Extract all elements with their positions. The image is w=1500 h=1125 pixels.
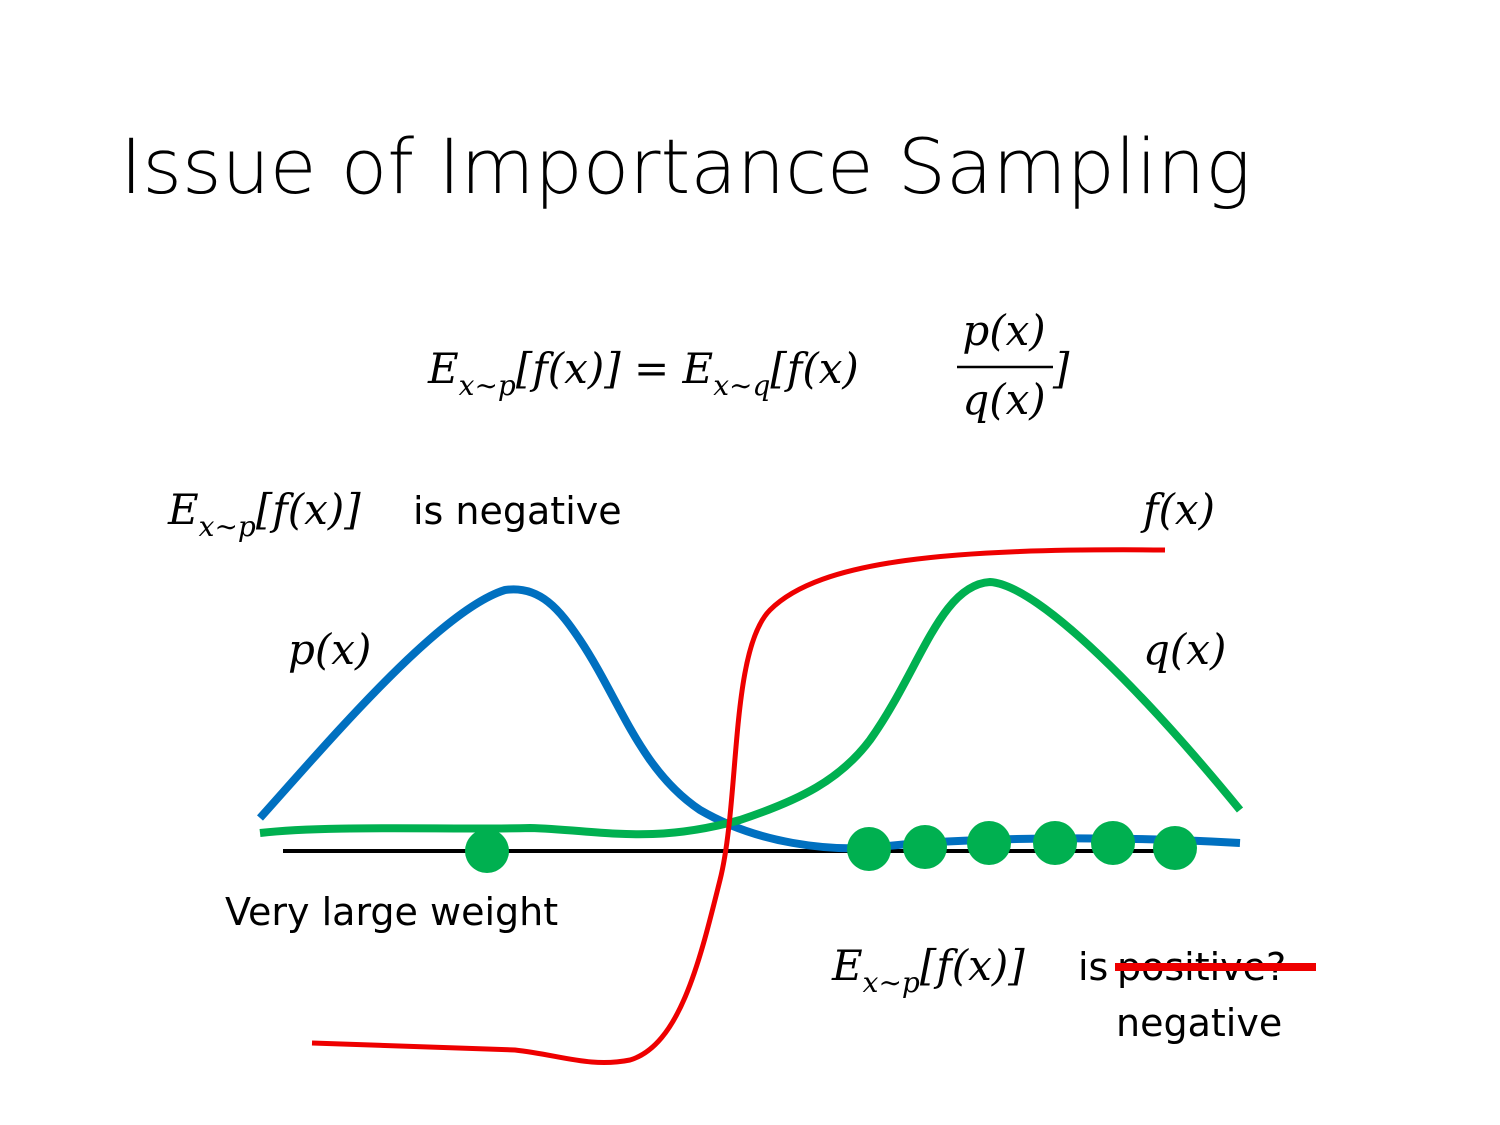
f-curve bbox=[311, 547, 1166, 1065]
math-sub: x∼p bbox=[459, 369, 516, 402]
samples bbox=[465, 821, 1197, 873]
p-curve bbox=[257, 585, 1241, 853]
f-label: f(x) bbox=[1140, 485, 1215, 534]
weight-label: Very large weight bbox=[225, 890, 558, 934]
math-e: E bbox=[831, 941, 863, 990]
sample-dot bbox=[1153, 826, 1197, 870]
sample-dot bbox=[847, 827, 891, 871]
math-body: [f(x) bbox=[770, 344, 858, 393]
bottom-label: Ex∼p[f(x)] bbox=[831, 941, 1025, 999]
sample-dot bbox=[1091, 821, 1135, 865]
formula-lhs: Ex∼p[f(x)] = Ex∼q[f(x) bbox=[427, 344, 859, 402]
q-curve bbox=[259, 577, 1244, 839]
sample-dot bbox=[967, 821, 1011, 865]
top-left-text: is negative bbox=[413, 489, 622, 533]
denominator: q(x) bbox=[962, 375, 1045, 424]
correction-text: negative bbox=[1116, 1001, 1282, 1045]
sample-dot bbox=[903, 825, 947, 869]
formula-close: ] bbox=[1052, 344, 1070, 393]
title: Issue of Importance Sampling bbox=[120, 122, 1251, 211]
q-label: q(x) bbox=[1143, 625, 1226, 674]
math-e: E bbox=[167, 485, 199, 534]
sample-dot bbox=[1033, 821, 1077, 865]
math-e: E bbox=[682, 344, 714, 393]
p-label: p(x) bbox=[288, 625, 371, 674]
bottom-is: is bbox=[1078, 945, 1108, 989]
math-sub: x∼p bbox=[199, 510, 256, 543]
numerator: p(x) bbox=[962, 306, 1045, 355]
math-sub: x∼q bbox=[713, 369, 770, 402]
math-body: [f(x)] bbox=[920, 941, 1025, 990]
top-left-label: Ex∼p[f(x)] bbox=[167, 485, 361, 543]
sample-dot bbox=[465, 829, 509, 873]
math-body: [f(x)] bbox=[256, 485, 361, 534]
math-sub: x∼p bbox=[863, 966, 920, 999]
math-e: E bbox=[427, 344, 459, 393]
math-body: [f(x)] = bbox=[516, 344, 683, 393]
